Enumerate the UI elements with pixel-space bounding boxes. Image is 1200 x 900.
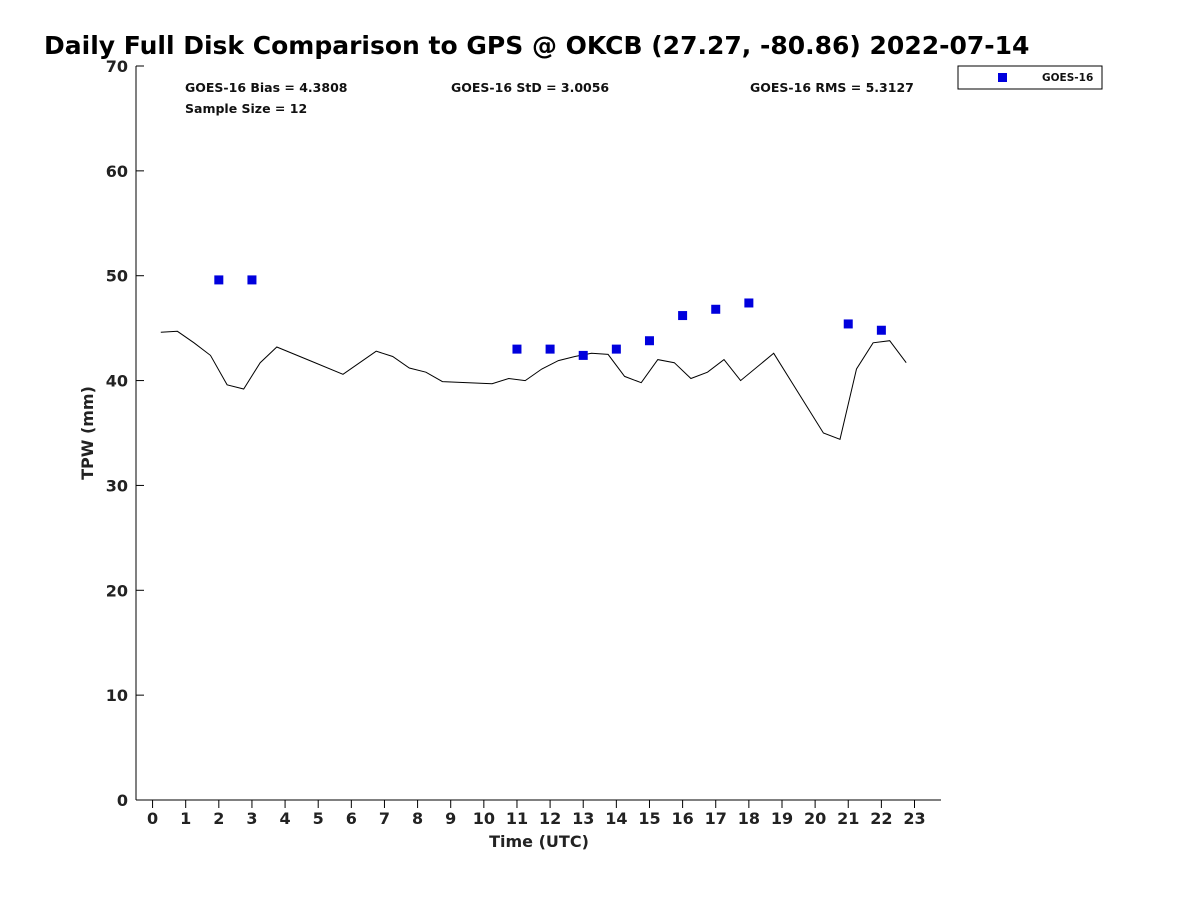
goes16-point	[744, 298, 754, 308]
x-tick-label: 3	[246, 809, 257, 828]
bias-stat: GOES-16 Bias = 4.3808	[185, 80, 347, 95]
goes16-point	[611, 344, 621, 354]
x-tick-label: 13	[572, 809, 594, 828]
y-tick-label: 20	[106, 581, 128, 600]
x-tick-label: 16	[671, 809, 693, 828]
y-tick-label: 50	[106, 267, 128, 286]
x-tick-label: 22	[870, 809, 892, 828]
x-tick-label: 7	[379, 809, 390, 828]
goes16-point	[512, 344, 522, 354]
goes16-point	[843, 319, 853, 329]
x-tick-label: 2	[213, 809, 224, 828]
goes16-point	[644, 336, 654, 346]
legend: GOES-16	[957, 65, 1103, 90]
goes16-point	[545, 344, 555, 354]
x-tick-label: 23	[903, 809, 925, 828]
x-tick-label: 9	[445, 809, 456, 828]
gps-tpw-line	[160, 330, 907, 440]
x-tick-label: 12	[539, 809, 561, 828]
legend-label: GOES-16	[1042, 72, 1093, 84]
x-tick-label: 5	[313, 809, 324, 828]
y-tick-label: 0	[117, 791, 128, 810]
x-tick-label: 11	[506, 809, 528, 828]
x-tick-label: 20	[804, 809, 826, 828]
x-tick-label: 4	[280, 809, 291, 828]
x-tick-label: 1	[180, 809, 191, 828]
legend-marker-square	[998, 73, 1007, 82]
std-stat: GOES-16 StD = 3.0056	[451, 80, 609, 95]
y-tick-label: 10	[106, 686, 128, 705]
x-tick-label: 14	[605, 809, 627, 828]
x-tick-label: 10	[473, 809, 495, 828]
goes16-point	[711, 304, 721, 314]
x-tick-label: 17	[705, 809, 727, 828]
sample-size-stat: Sample Size = 12	[185, 101, 307, 116]
chart-title: Daily Full Disk Comparison to GPS @ OKCB…	[44, 31, 1029, 60]
legend-box	[957, 65, 1103, 90]
goes16-point	[214, 275, 224, 285]
y-tick-label: 30	[106, 476, 128, 495]
goes16-point	[876, 325, 886, 335]
goes16-points	[214, 275, 886, 360]
x-tick-label: 15	[638, 809, 660, 828]
x-tick-label: 8	[412, 809, 423, 828]
x-tick-label: 19	[771, 809, 793, 828]
y-tick-label: 40	[106, 372, 128, 391]
y-axis-label: TPW (mm)	[78, 386, 97, 480]
x-tick-label: 6	[346, 809, 357, 828]
goes16-point	[578, 350, 588, 360]
y-ticks: 0 10 20 30 40 50 60 70	[106, 57, 144, 810]
plot-area: 0 1 2 3 4 5 6 7 8 9 10 11 12 13 14 15 16 17 18 19 20 21 22 23 0…	[106, 57, 941, 828]
x-ticks: 0 1 2 3 4 5 6 7 8 9 10 11 12 13 14 15 16 17 18 19 20 21 22 23	[147, 800, 926, 828]
rms-stat: GOES-16 RMS = 5.3127	[750, 80, 914, 95]
goes16-point	[678, 311, 688, 321]
y-tick-label: 70	[106, 57, 128, 76]
x-tick-label: 0	[147, 809, 158, 828]
x-axis-label: Time (UTC)	[489, 832, 589, 851]
goes16-point	[247, 275, 257, 285]
y-tick-label: 60	[106, 162, 128, 181]
x-tick-label: 21	[837, 809, 859, 828]
x-tick-label: 18	[738, 809, 760, 828]
